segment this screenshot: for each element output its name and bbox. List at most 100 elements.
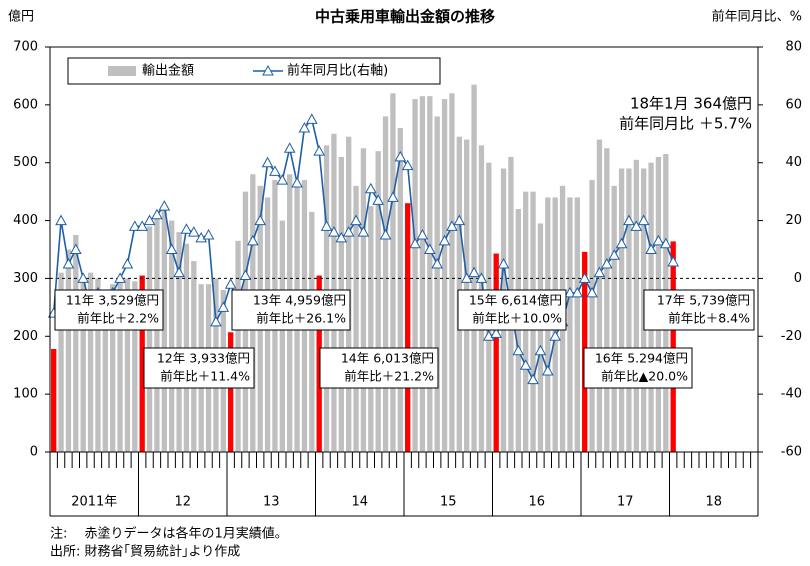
annotation-box [231,289,351,331]
bar [360,148,367,452]
line-marker [217,301,230,312]
line-marker [350,214,362,226]
y-tick-label: 400 [13,213,38,228]
line-marker [143,214,156,226]
line-marker [379,229,392,240]
annotation-text: 11年 3,529億円 [66,293,159,308]
bar [124,278,131,452]
line-marker [630,220,643,231]
line-marker [490,327,503,338]
x-group-label: 2011年 [71,495,117,510]
bar [87,272,94,452]
bar [670,241,676,452]
annotation-text: 前年比＋8.4% [668,311,750,326]
legend: 輸出金額 前年同月比(右軸) [67,57,441,85]
line-marker [202,229,215,240]
line-marker [401,159,414,171]
x-group-label: 15 [440,495,457,510]
line-marker [239,269,252,281]
bar [51,349,57,452]
bar [589,180,595,453]
line-marker [114,272,126,283]
bar [441,99,448,453]
line-marker [55,214,67,226]
annotation-text: 18年1月 364億円 [630,95,752,113]
x-group-label: 18 [705,495,722,510]
bar [604,148,610,452]
line-marker [519,359,532,370]
y-tick-label: 200 [13,329,38,344]
note: 出所: 財務省｢貿易統計｣より作成 [50,544,240,560]
bar [353,185,359,452]
bar [279,220,285,452]
bar [132,281,138,452]
x-group-label: 13 [263,495,280,510]
x-group-label: 12 [174,495,191,510]
bar [161,209,167,452]
bar [169,220,175,452]
y2-axis-label: 前年同月比、% [712,9,802,25]
line-marker [659,237,672,249]
line-marker [438,234,451,246]
line-marker [667,255,680,267]
bar [235,240,241,452]
line-marker [534,344,547,356]
line-marker [387,191,399,202]
line-marker [431,257,444,269]
bar [626,168,632,452]
line-marker [645,243,657,254]
line-marker [320,220,333,231]
annotation-text: 14年 6,013億円 [341,351,434,366]
y-tick-label: 300 [13,271,38,286]
x-group-label: 14 [351,495,368,510]
line-marker [394,150,407,162]
annotation-box [143,347,255,389]
bar [567,197,573,452]
bar [618,168,625,452]
line-marker [637,214,650,226]
bar [73,235,79,452]
bar [95,278,101,452]
line-marker [151,208,163,220]
line-marker [608,249,621,260]
bar [493,253,499,452]
bar [368,206,374,452]
note: 注: 赤塗りデータは各年の1月実績値。 [50,526,288,542]
line-marker [187,226,200,237]
line-marker [541,364,554,376]
line-marker [571,286,584,298]
line-marker [468,266,480,278]
line-marker [224,278,237,289]
annotation-text: 15年 6,614億円 [469,293,562,308]
bar [434,116,440,452]
line-marker [652,234,665,246]
bar [80,278,86,452]
annotation-text: 前年比＋26.1% [256,311,346,326]
annotation-text: 12年 3,933億円 [157,351,250,366]
line-marker [195,231,208,243]
y-tick-label: 500 [13,155,38,170]
bar [110,284,116,452]
annotation-box [54,289,164,331]
line-marker [298,121,311,133]
line-marker [593,266,606,278]
line-marker [475,272,488,283]
y2-tick-label: -20 [781,329,802,344]
line-marker [600,257,613,269]
legend-swatch [262,64,274,76]
line-marker [276,174,289,185]
bar [412,99,418,453]
bar [419,96,426,452]
line-marker [357,226,370,237]
bar [596,139,603,453]
bar [228,332,234,452]
line-marker [512,344,525,356]
annotation-text: 17年 5,739億円 [657,293,750,308]
y2-tick-label: -60 [781,445,802,460]
line-marker [615,237,628,249]
legend-swatch [108,66,136,76]
line-marker [342,226,355,237]
bar [316,275,322,452]
line-marker [62,257,75,269]
